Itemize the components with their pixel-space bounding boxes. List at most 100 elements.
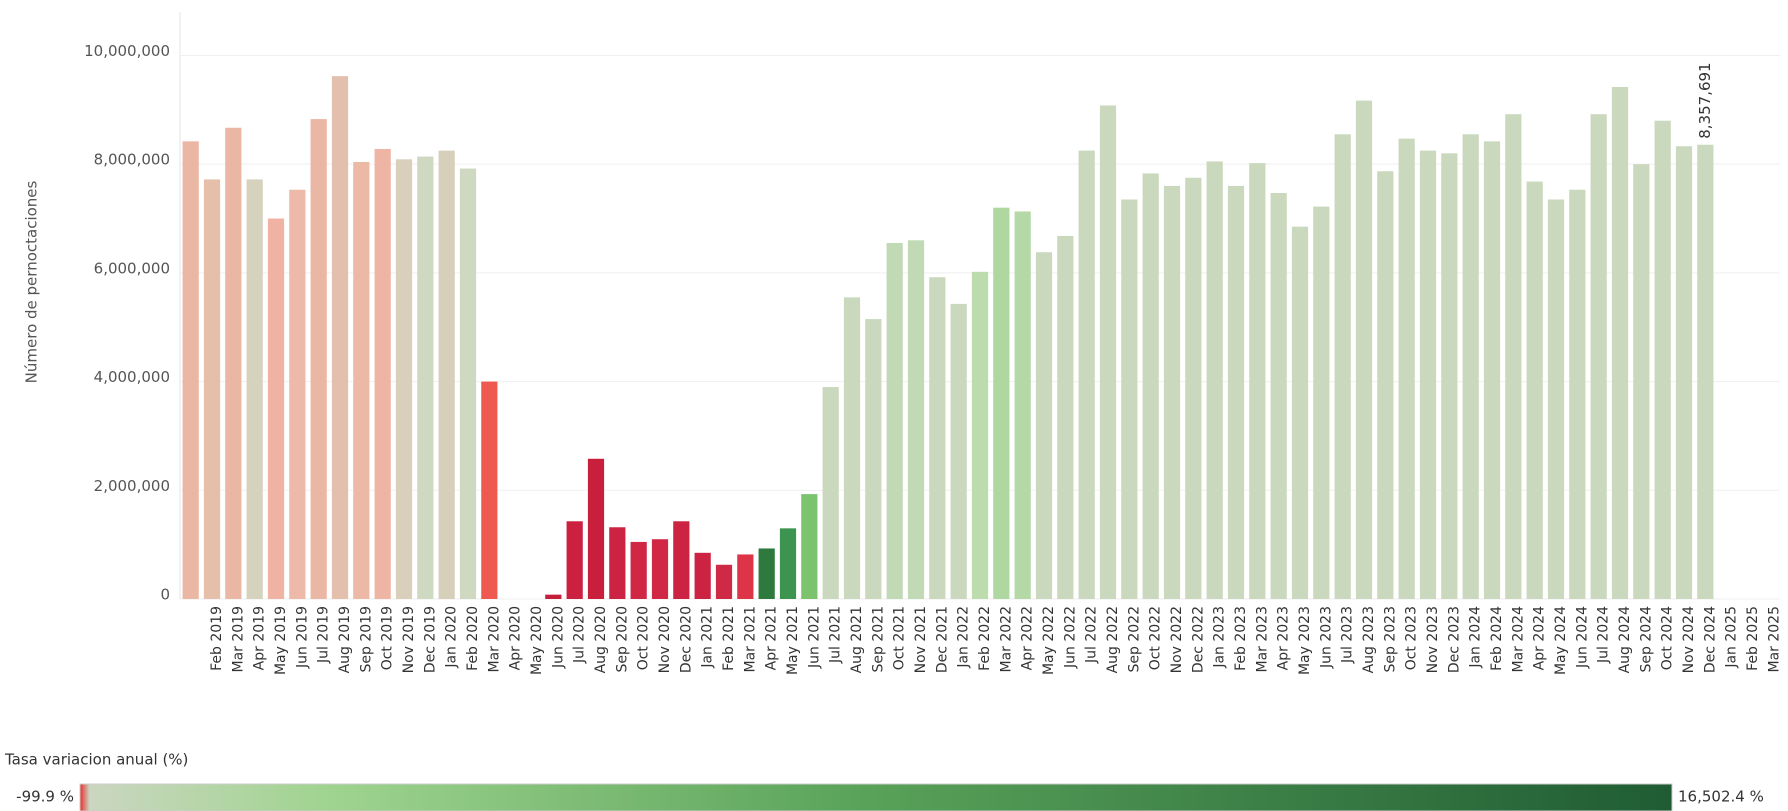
x-tick-label: Jan 2021 [700,606,716,669]
bar [1035,252,1053,600]
bar [1270,192,1287,599]
x-tick-label: Nov 2019 [401,606,417,673]
bar [929,277,946,599]
bar [1633,164,1650,599]
bar [1398,138,1415,599]
bar [1355,100,1373,600]
bar [694,552,711,599]
x-tick-label: Nov 2022 [1169,606,1185,673]
x-tick-label: Aug 2019 [337,606,353,673]
bar [459,168,477,600]
bar [1099,105,1117,600]
x-tick-label: Sep 2024 [1638,606,1654,673]
bar [1078,150,1095,599]
bar [545,594,562,599]
bar [225,127,242,600]
bar [1227,185,1245,600]
bar [395,159,413,599]
bar [417,156,434,599]
bar [353,162,370,599]
x-tick-label: Dec 2022 [1190,606,1206,673]
bar [737,554,754,599]
x-tick-label: Aug 2020 [593,606,609,673]
x-tick-label: Jun 2019 [294,606,310,669]
y-tick-label: 2,000,000 [94,477,170,495]
bar [779,528,797,599]
x-tick-label: Mar 2023 [1254,606,1270,673]
x-tick-label: May 2022 [1041,606,1057,675]
bar [1462,134,1479,599]
x-tick-label: Mar 2020 [486,606,502,673]
bar [886,242,903,600]
bar [758,548,775,599]
bar [182,141,199,599]
x-tick-label: Apr 2020 [508,606,524,670]
x-tick-label: May 2023 [1297,606,1313,675]
x-tick-label: Jul 2024 [1596,606,1612,664]
x-tick-label: Oct 2020 [636,606,652,670]
x-tick-label: Feb 2025 [1745,606,1761,671]
bar [1377,171,1394,600]
bar [843,297,861,599]
x-tick-label: May 2020 [529,606,545,675]
x-tick-label: Aug 2023 [1361,606,1377,673]
x-tick-label: Apr 2024 [1532,606,1548,670]
bar [609,527,626,599]
x-tick-label: Oct 2024 [1660,606,1676,670]
x-tick-label: Dec 2020 [678,606,694,673]
bar [310,119,327,599]
bar [651,539,669,599]
bar [1590,114,1607,599]
x-tick-label: Jan 2025 [1724,606,1740,669]
bar [907,240,925,599]
bar [1249,163,1266,599]
x-tick-label: Mar 2021 [742,606,758,673]
x-tick-label: May 2024 [1553,606,1569,675]
x-tick-label: Aug 2024 [1617,606,1633,674]
y-tick-label: 6,000,000 [94,259,170,277]
x-tick-label: Jun 2022 [1062,606,1078,669]
x-tick-label: Feb 2022 [977,606,993,671]
legend-max-label: 16,502.4 % [1678,788,1764,806]
legend-title: Tasa variacion anual (%) [4,751,188,769]
bar [1163,185,1181,600]
bar [481,381,498,599]
bar [1419,150,1437,599]
y-axis-title: Número de pernoctaciones [23,180,41,383]
x-tick-label: Sep 2021 [870,606,886,672]
x-tick-label: Mar 2025 [1766,606,1782,673]
bar [289,189,306,599]
bar [1185,177,1202,600]
x-tick-label: Feb 2019 [209,606,225,671]
x-tick-label: Jul 2021 [828,606,844,664]
x-tick-label: Oct 2022 [1148,606,1164,670]
bar [438,150,455,599]
bar [1142,173,1159,600]
x-tick-label: Nov 2021 [913,606,929,673]
bar [715,564,733,599]
x-tick-label: Sep 2019 [358,606,374,672]
x-tick-label: Feb 2021 [721,606,737,671]
bar [1334,134,1351,599]
bar [1526,181,1543,600]
x-tick-label: Dec 2021 [934,606,950,673]
color-legend-bar [79,783,1673,811]
x-tick-label: Sep 2020 [614,606,630,672]
x-tick-label: Aug 2021 [849,606,865,673]
x-tick-label: Jun 2021 [806,606,822,669]
x-tick-label: Jan 2023 [1212,606,1228,669]
bar [203,179,221,600]
x-tick-label: May 2021 [785,606,801,675]
x-tick-label: Mar 2019 [230,606,246,673]
bar [673,521,690,599]
bar [1313,206,1330,599]
x-tick-label: May 2019 [273,606,289,675]
y-tick-label: 4,000,000 [94,368,170,386]
bar [331,76,349,599]
bar [566,521,583,599]
y-tick-label: 10,000,000 [84,42,170,60]
x-tick-label: Apr 2022 [1020,606,1036,670]
x-tick-label: Jan 2024 [1468,606,1484,669]
x-tick-label: Jun 2020 [550,606,566,669]
